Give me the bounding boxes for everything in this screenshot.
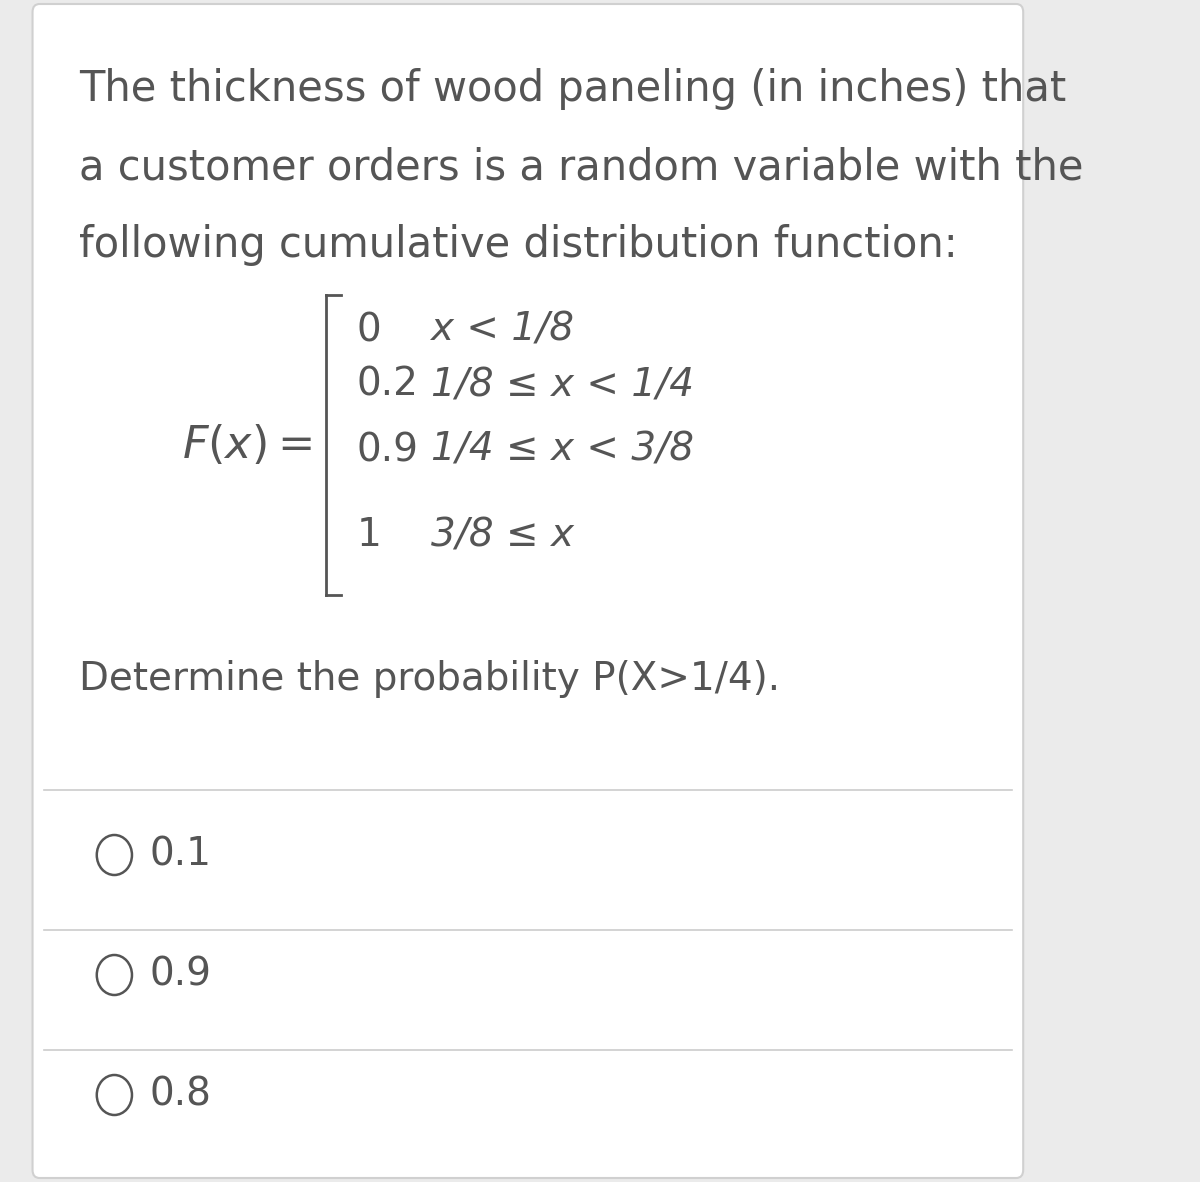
Text: following cumulative distribution function:: following cumulative distribution functi… xyxy=(79,225,958,266)
Text: 1: 1 xyxy=(356,517,382,554)
Text: a customer orders is a random variable with the: a customer orders is a random variable w… xyxy=(79,147,1084,188)
Text: 0.8: 0.8 xyxy=(150,1076,211,1113)
Text: $F(x) =$: $F(x) =$ xyxy=(182,423,312,467)
Text: 3/8 ≤ x: 3/8 ≤ x xyxy=(431,517,574,554)
Text: 0: 0 xyxy=(356,311,382,349)
Text: The thickness of wood paneling (in inches) that: The thickness of wood paneling (in inche… xyxy=(79,69,1067,110)
Text: 0.2: 0.2 xyxy=(356,366,418,404)
Text: 1/8 ≤ x < 1/4: 1/8 ≤ x < 1/4 xyxy=(431,366,694,404)
Text: 0.9: 0.9 xyxy=(356,431,419,469)
Text: 0.1: 0.1 xyxy=(150,836,211,873)
Text: Determine the probability P(X>1/4).: Determine the probability P(X>1/4). xyxy=(79,660,780,699)
Text: x < 1/8: x < 1/8 xyxy=(431,311,574,349)
Text: 1/4 ≤ x < 3/8: 1/4 ≤ x < 3/8 xyxy=(431,431,694,469)
Text: 0.9: 0.9 xyxy=(150,956,211,994)
FancyBboxPatch shape xyxy=(32,4,1024,1178)
